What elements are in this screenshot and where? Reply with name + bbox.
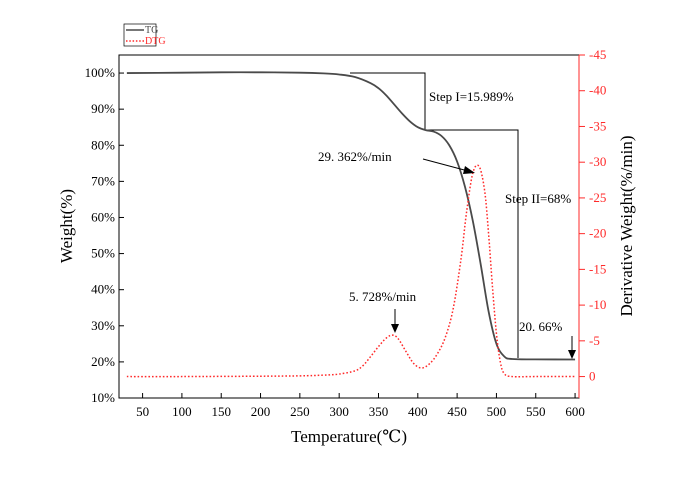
x-tick-label: 100 [172,404,192,419]
y-tick-label: 90% [91,101,115,116]
legend-dtg-label: DTG [145,36,166,47]
x-tick-label: 300 [329,404,349,419]
plot-frame [118,54,580,399]
y2-tick-label: -30 [589,154,606,169]
residue-arrowhead [568,350,576,359]
x-tick-label: 550 [526,404,546,419]
x-tick-label: 600 [565,404,585,419]
peak-two-arrowhead [463,166,475,174]
y-tick-label: 30% [91,318,115,333]
y-axis-title: Weight(%) [57,189,76,263]
y-tick-label: 50% [91,246,115,261]
step-one-label: Step I=15.989% [429,89,514,104]
x-tick-label: 450 [447,404,467,419]
y2-axis-title: Derivative Weight(%/min) [617,135,636,316]
y-tick-label: 10% [91,390,115,405]
y-tick-label: 40% [91,282,115,297]
y-tick-label: 60% [91,209,115,224]
x-axis-title: Temperature(℃) [291,427,407,446]
y-tick-label: 20% [91,354,115,369]
x-tick-label: 150 [211,404,231,419]
y2-tick-label: -25 [589,190,606,205]
x-tick-label: 350 [369,404,389,419]
y2-tick-label: -45 [589,47,606,62]
step-one-line [350,72,426,130]
peak-one-arrowhead [391,324,399,333]
dtg-series-line [126,164,576,378]
x-tick-label: 200 [251,404,271,419]
x-tick-label: 400 [408,404,428,419]
y-tick-label: 100% [85,65,116,80]
tg-series-line [126,71,576,361]
y2-tick-label: -15 [589,261,606,276]
legend-tg-label: TG [145,25,158,36]
step-two-line [425,129,519,358]
y2-tick-label: -5 [589,333,600,348]
x-tick-label: 250 [290,404,310,419]
x-tick-label: 50 [136,404,149,419]
y-tick-label: 80% [91,137,115,152]
peak-two-arrow [422,158,469,172]
peak-two-label: 29. 362%/min [318,149,392,164]
step-two-label: Step II=68% [505,191,571,206]
y2-tick-label: -35 [589,118,606,133]
y2-tick-label: -20 [589,226,606,241]
y-tick-label: 70% [91,173,115,188]
peak-one-label: 5. 728%/min [349,289,417,304]
x-tick-label: 500 [487,404,507,419]
y2-tick-label: -10 [589,297,606,312]
y2-tick-label: 0 [589,369,596,384]
y2-tick-label: -40 [589,83,606,98]
residue-label: 20. 66% [519,319,563,334]
